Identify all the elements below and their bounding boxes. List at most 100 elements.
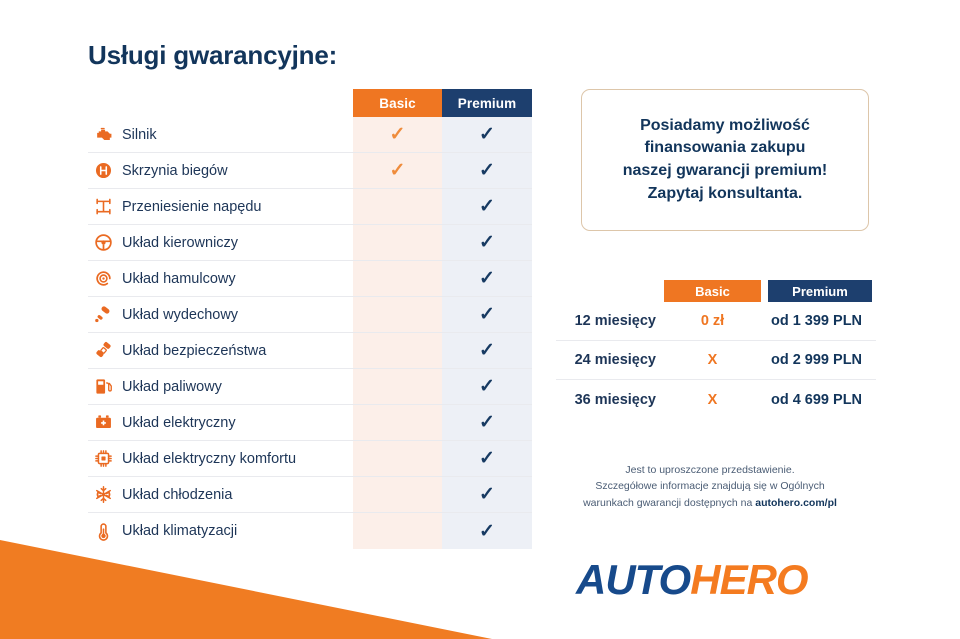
thermometer-icon (88, 522, 122, 541)
price-table: Basic Premium 12 miesięcy 0 zł od 1 399 … (556, 280, 876, 419)
service-label: Silnik (122, 126, 157, 143)
price-header-premium: Premium (768, 280, 872, 302)
check-icon: ✓ (389, 124, 406, 145)
cell-premium: ✓ (442, 483, 532, 506)
check-icon: ✓ (479, 196, 495, 217)
service-label: Skrzynia biegów (122, 162, 228, 179)
table-row: Skrzynia biegów ✓ ✓ (88, 153, 532, 189)
service-label: Układ elektryczny (122, 414, 236, 431)
basic-column-band (353, 89, 442, 549)
check-icon: ✓ (479, 340, 495, 361)
battery-icon (88, 413, 122, 432)
table-row: Układ bezpieczeństwa ✓ (88, 333, 532, 369)
cell-basic: ✓ (353, 123, 442, 146)
price-header-basic: Basic (664, 280, 761, 302)
footnote-line-2: Szczegółowe informacje znajdują się w Og… (595, 480, 825, 493)
price-term: 12 miesięcy (574, 313, 656, 329)
autohero-website-link[interactable]: autohero.com/pl (755, 496, 837, 509)
service-label: Układ chłodzenia (122, 486, 233, 503)
footnote-line-3: warunkach gwarancji dostępnych na autohe… (540, 495, 880, 511)
service-label: Układ elektryczny komfortu (122, 450, 297, 467)
service-label: Układ kierowniczy (122, 234, 239, 251)
exhaust-muffler-icon (88, 305, 122, 324)
check-icon: ✓ (479, 124, 495, 145)
service-label: Układ paliwowy (122, 378, 222, 395)
services-header-basic: Basic (353, 89, 442, 117)
premium-column-band (442, 89, 532, 549)
price-basic-value: 0 zł (700, 313, 725, 329)
seatbelt-icon (88, 341, 122, 360)
services-header-premium: Premium (442, 89, 532, 117)
check-icon: ✓ (479, 160, 495, 181)
price-term: 36 miesięcy (574, 391, 656, 408)
promo-line: naszej gwarancji premium! (622, 162, 828, 179)
snowflake-icon (88, 485, 122, 504)
promo-line: finansowania zakupu (644, 139, 806, 157)
cell-basic: ✓ (353, 159, 442, 182)
price-row: 12 miesięcy 0 zł od 1 399 PLN (556, 302, 876, 341)
table-row: Układ klimatyzacji ✓ (88, 513, 532, 549)
table-row: Układ elektryczny ✓ (88, 405, 532, 441)
header-spacer (88, 89, 353, 117)
engine-icon (88, 125, 122, 144)
microchip-icon (88, 449, 122, 468)
services-table-header: Basic Premium (88, 89, 532, 117)
cell-premium: ✓ (442, 303, 532, 326)
price-row: 36 miesięcy X od 4 699 PLN (556, 380, 876, 419)
table-row: Przeniesienie napędu ✓ (88, 189, 532, 225)
service-label: Układ klimatyzacji (122, 523, 238, 539)
cell-premium: ✓ (442, 159, 532, 182)
footnote-line-3-prefix: warunkach gwarancji dostępnych na (583, 496, 756, 509)
cell-premium: ✓ (442, 339, 532, 362)
steering-wheel-icon (88, 233, 122, 252)
services-table: Basic Premium Silnik ✓ ✓ (88, 89, 532, 549)
logo-hero-text: HERO (690, 556, 808, 603)
check-icon: ✓ (479, 376, 495, 397)
logo-auto-text: AUTO (576, 556, 691, 603)
price-term: 24 miesięcy (574, 352, 656, 368)
table-row: Układ wydechowy ✓ (88, 297, 532, 333)
table-row: Silnik ✓ ✓ (88, 117, 532, 153)
promo-line: Zapytaj konsultanta. (647, 184, 803, 202)
table-row: Układ chłodzenia ✓ (88, 477, 532, 513)
cell-premium: ✓ (442, 447, 532, 470)
table-row: Układ paliwowy ✓ (88, 369, 532, 405)
check-icon: ✓ (479, 232, 495, 253)
footnote: Jest to uproszczone przedstawienie. Szcz… (540, 462, 880, 511)
check-icon: ✓ (479, 304, 495, 325)
check-icon: ✓ (479, 484, 495, 505)
price-premium-value: od 4 699 PLN (770, 391, 863, 408)
check-icon: ✓ (479, 412, 495, 433)
price-basic-value: X (707, 352, 718, 368)
price-header-spacer (556, 280, 664, 302)
price-premium-value: od 1 399 PLN (770, 313, 863, 329)
check-icon: ✓ (479, 268, 495, 289)
cell-premium: ✓ (442, 123, 532, 146)
table-row: Układ elektryczny komfortu ✓ (88, 441, 532, 477)
brake-disc-icon (88, 269, 122, 288)
price-table-header: Basic Premium (556, 280, 876, 302)
footnote-line-1: Jest to uproszczone przedstawienie. (625, 464, 795, 476)
service-label: Przeniesienie napędu (122, 198, 262, 215)
cell-premium: ✓ (442, 375, 532, 398)
service-label: Układ hamulcowy (122, 270, 236, 287)
check-icon: ✓ (479, 520, 495, 542)
page-title: Usługi gwarancyjne: (88, 40, 338, 70)
drivetrain-axle-icon (88, 197, 122, 216)
gearbox-icon (88, 161, 122, 180)
services-panel: Usługi gwarancyjne: Basic Premium Silnik (88, 40, 540, 549)
price-basic-value: X (707, 391, 718, 408)
check-icon: ✓ (389, 160, 406, 181)
cell-premium: ✓ (442, 267, 532, 290)
cell-premium: ✓ (442, 520, 532, 543)
price-row: 24 miesięcy X od 2 999 PLN (556, 341, 876, 380)
cell-premium: ✓ (442, 411, 532, 434)
fuel-pump-icon (88, 377, 122, 396)
service-label: Układ wydechowy (122, 306, 239, 323)
cell-premium: ✓ (442, 195, 532, 218)
financing-promo-box: Posiadamy możliwość finansowania zakupu … (581, 89, 869, 231)
autohero-logo: AUTOHERO (576, 556, 809, 604)
price-premium-value: od 2 999 PLN (770, 352, 863, 368)
check-icon: ✓ (479, 448, 495, 469)
